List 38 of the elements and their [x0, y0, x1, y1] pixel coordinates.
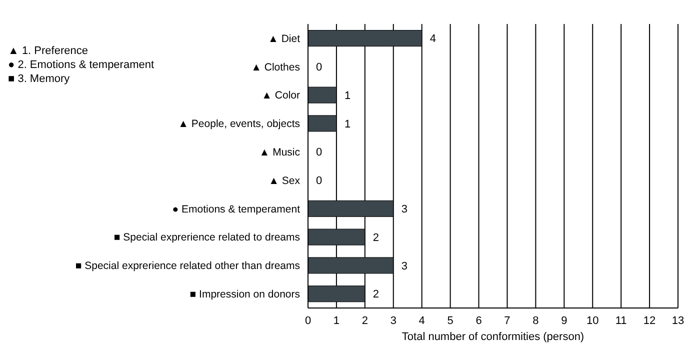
y-tick-label: ■ Impression on donors	[190, 288, 300, 301]
text: ■ 3. Memory	[8, 72, 71, 86]
y-tick-label: ▲ Diet	[268, 32, 300, 45]
y-tick-label: ▲ Music	[259, 146, 300, 159]
x-tick-label: 13	[672, 314, 684, 327]
data-label: 0	[316, 146, 322, 159]
x-axis-title: Total number of conformities (person)	[402, 331, 584, 343]
x-tick-label: 8	[532, 314, 539, 327]
data-label: 3	[401, 260, 408, 272]
x-tick-label: 6	[476, 314, 482, 327]
y-tick-label: ■ Special exprerience related to dreams	[114, 232, 300, 244]
y-tick-label: ▲ Clothes	[251, 61, 300, 74]
data-label: 2	[372, 232, 380, 244]
x-tick-label: 5	[447, 314, 454, 327]
x-tick-label: 0	[304, 314, 312, 327]
x-tick-label: 9	[561, 314, 568, 327]
x-tick-label: 1	[333, 314, 340, 327]
x-tick-label: 12	[643, 314, 656, 327]
y-tick-label: ▲ Color	[262, 90, 300, 102]
x-tick-label: 4	[418, 314, 425, 327]
y-tick-label: ■ Special exprerience related other than dreams	[75, 260, 300, 272]
data-label: 1	[344, 90, 351, 102]
y-tick-label: ● Emotions & temperament	[172, 203, 300, 216]
x-tick-label: 3	[390, 314, 396, 327]
data-label: 0	[316, 175, 322, 188]
data-label: 2	[372, 288, 380, 301]
text: ● 2. Emotions & temperament	[8, 58, 154, 72]
x-tick-label: 10	[586, 314, 599, 327]
data-label: 3	[401, 204, 408, 216]
data-label: 4	[430, 33, 436, 46]
y-tick-label: ▲ People, events, objects	[178, 118, 300, 130]
data-label: 0	[316, 62, 322, 74]
text: ▲ 1. Preference	[8, 44, 89, 58]
x-tick-label: 2	[362, 314, 368, 327]
x-tick-label: 7	[504, 314, 510, 327]
data-label: 1	[344, 118, 351, 130]
x-tick-label: 11	[615, 314, 627, 327]
y-tick-label: ▲ Sex	[268, 174, 301, 187]
